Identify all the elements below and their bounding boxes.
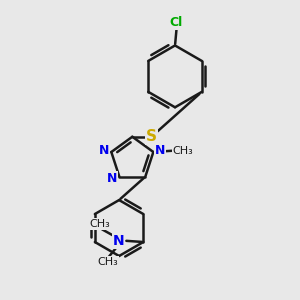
Text: N: N (99, 144, 109, 157)
Text: CH₃: CH₃ (172, 146, 193, 155)
Text: N: N (107, 172, 117, 185)
Text: N: N (113, 233, 124, 248)
Text: N: N (154, 144, 165, 157)
Text: Cl: Cl (170, 16, 183, 29)
Text: CH₃: CH₃ (97, 257, 118, 267)
Text: CH₃: CH₃ (89, 219, 110, 229)
Text: S: S (146, 129, 157, 144)
